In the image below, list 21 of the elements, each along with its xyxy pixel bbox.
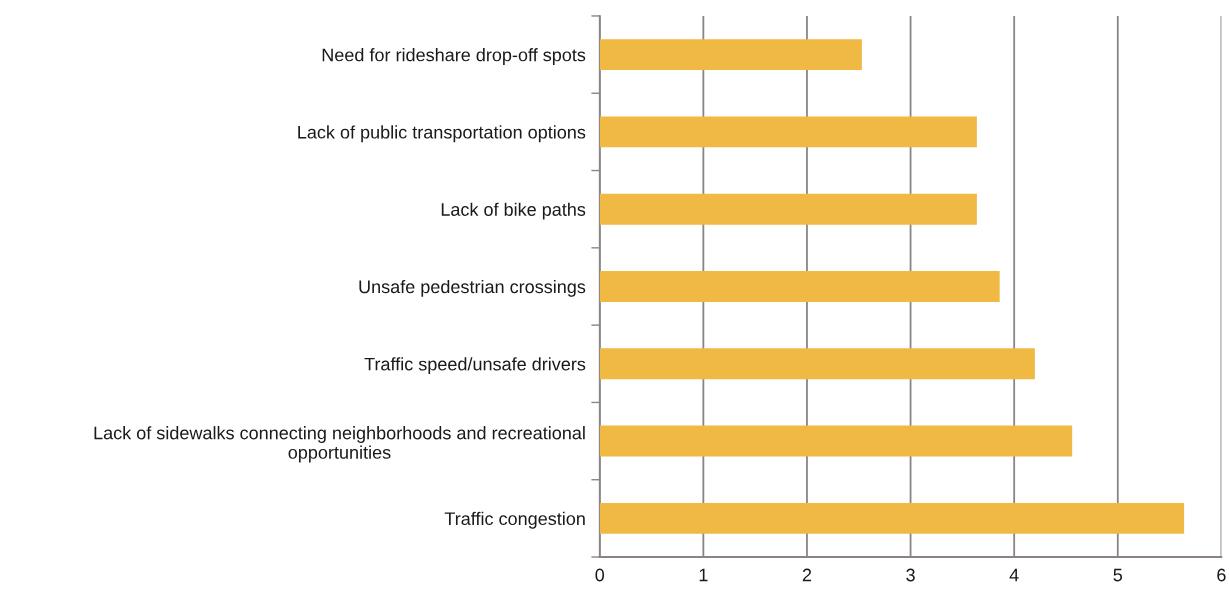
y-tick-label: Traffic congestion	[444, 511, 585, 529]
y-tick-label: Lack of bike paths	[441, 202, 586, 220]
bar	[599, 193, 977, 225]
x-tick-label: 5	[1113, 568, 1123, 582]
y-tick-label: Unsafe pedestrian crossings	[359, 279, 586, 297]
y-tick-label: Lack of sidewalks connecting neighborhoods and recreational opportunities	[94, 426, 585, 463]
x-tick-label: 3	[906, 568, 915, 582]
x-tick-label: 4	[1009, 568, 1019, 582]
y-tick-label: Traffic speed/unsafe drivers	[364, 357, 586, 375]
y-tick-label: Need for rideshare drop-off spots	[322, 48, 586, 65]
bar	[599, 348, 1035, 380]
x-tick-label: 6	[1217, 568, 1226, 582]
x-tick-label: 1	[699, 568, 708, 582]
x-tick-label: 0	[595, 568, 605, 582]
bar	[599, 271, 1000, 302]
bar	[599, 39, 862, 71]
y-tick-label: Lack of public transportation options	[298, 125, 586, 143]
bar	[599, 425, 1073, 457]
x-tick-label: 2	[802, 568, 812, 582]
bar	[599, 116, 977, 148]
bar	[599, 502, 1185, 534]
